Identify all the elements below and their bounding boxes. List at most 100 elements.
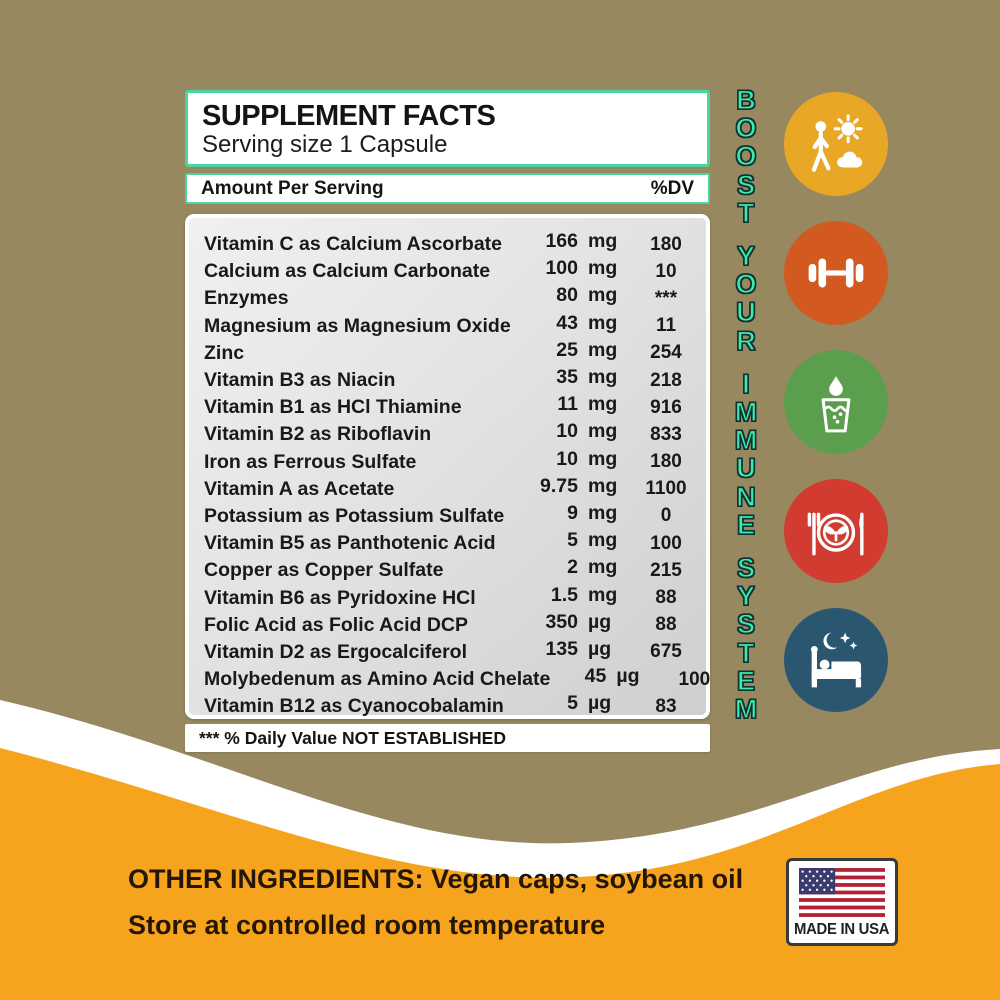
dumbbell-icon xyxy=(784,221,888,325)
healthy-meal-icon xyxy=(784,479,888,583)
ingredient-unit: mg xyxy=(588,501,618,524)
made-in-usa-badge: MADE IN USA xyxy=(786,858,898,946)
table-row: Vitamin B5 as Panthotenic Acid 5 mg 100 xyxy=(204,529,698,557)
other-ingredients-block: OTHER INGREDIENTS: Vegan caps, soybean o… xyxy=(128,866,743,939)
facts-table-body: Vitamin C as Calcium Ascorbate 166 mg 18… xyxy=(185,214,710,719)
ingredient-unit: µg xyxy=(616,665,640,688)
ingredient-name: Magnesium as Magnesium Oxide xyxy=(204,314,511,337)
ingredient-unit: µg xyxy=(588,637,612,660)
ingredient-amount: 5 xyxy=(567,692,578,715)
ingredient-name: Vitamin D2 as Ergocalciferol xyxy=(204,640,467,663)
ingredient-amount: 80 xyxy=(556,284,578,307)
dv-column-header: %DV xyxy=(650,177,694,199)
ingredient-dv: 88 xyxy=(655,587,677,609)
ingredient-unit: µg xyxy=(588,610,612,633)
ingredient-amount: 2 xyxy=(567,556,578,579)
ingredient-dv: 833 xyxy=(650,423,682,445)
ingredient-amount: 10 xyxy=(556,420,578,443)
ingredient-name: Vitamin B12 as Cyanocobalamin xyxy=(204,695,504,718)
amount-per-serving-bar: Amount Per Serving %DV xyxy=(185,173,710,204)
ingredient-unit: mg xyxy=(588,420,618,443)
ingredient-dv: 675 xyxy=(650,641,682,663)
ingredient-dv: 180 xyxy=(650,451,682,473)
ingredient-unit: mg xyxy=(588,474,618,497)
facts-title: SUPPLEMENT FACTS xyxy=(202,100,496,132)
sleep-bed-icon xyxy=(784,608,888,712)
ingredient-amount: 100 xyxy=(545,257,578,280)
ingredient-name: Molybedenum as Amino Acid Chelate xyxy=(204,668,551,691)
table-row: Vitamin B6 as Pyridoxine HCl 1.5 mg 88 xyxy=(204,584,698,611)
ingredient-name: Zinc xyxy=(204,341,245,364)
storage-instructions: Store at controlled room temperature xyxy=(128,910,606,940)
table-row: Zinc 25 mg 254 xyxy=(204,338,698,367)
ingredient-name: Vitamin B6 as Pyridoxine HCl xyxy=(204,586,476,609)
ingredient-amount: 35 xyxy=(556,366,578,389)
ingredient-amount: 10 xyxy=(556,447,578,470)
other-ingredients-text: OTHER INGREDIENTS: Vegan caps, soybean o… xyxy=(128,864,744,894)
table-row: Enzymes 80 mg *** xyxy=(204,284,698,312)
ingredient-dv: 11 xyxy=(655,315,677,337)
ingredient-name: Vitamin B1 as HCl Thiamine xyxy=(204,396,462,419)
made-in-usa-text: MADE IN USA xyxy=(794,921,890,938)
table-row: Vitamin B12 as Cyanocobalamin 5 µg 83 xyxy=(204,692,698,720)
ingredient-amount: 166 xyxy=(545,230,578,253)
table-row: Calcium as Calcium Carbonate 100 mg 10 xyxy=(204,257,698,285)
ingredient-amount: 135 xyxy=(545,637,578,660)
ingredient-dv: 100 xyxy=(650,532,682,554)
table-row: Folic Acid as Folic Acid DCP 350 µg 88 xyxy=(204,610,698,639)
ingredient-name: Enzymes xyxy=(204,287,289,310)
ingredient-name: Vitamin C as Calcium Ascorbate xyxy=(204,233,503,256)
amount-per-serving-label: Amount Per Serving xyxy=(201,177,384,199)
water-glass-icon xyxy=(784,350,888,454)
ingredient-name: Folic Acid as Folic Acid DCP xyxy=(204,613,469,636)
ingredient-amount: 25 xyxy=(556,338,578,361)
ingredient-unit: mg xyxy=(588,257,618,280)
ingredient-amount: 43 xyxy=(556,311,578,334)
ingredient-unit: mg xyxy=(588,230,618,253)
table-row: Vitamin B3 as Niacin 35 mg 218 xyxy=(204,366,698,394)
ingredient-name: Potassium as Potassium Sulfate xyxy=(204,504,505,527)
benefit-icons-column xyxy=(784,92,890,744)
ingredient-unit: µg xyxy=(588,692,612,715)
ingredient-unit: mg xyxy=(588,529,618,552)
ingredient-unit: mg xyxy=(588,556,618,579)
facts-header-box: SUPPLEMENT FACTS Serving size 1 Capsule xyxy=(185,90,710,167)
ingredient-dv: 83 xyxy=(655,695,677,717)
ingredient-dv: 10 xyxy=(655,260,677,282)
ingredient-amount: 1.5 xyxy=(550,583,578,606)
ingredient-dv: 88 xyxy=(655,614,677,636)
ingredient-unit: mg xyxy=(588,447,618,470)
table-row: Vitamin B1 as HCl Thiamine 11 mg 916 xyxy=(204,393,698,421)
supplement-facts-panel: SUPPLEMENT FACTS Serving size 1 Capsule … xyxy=(185,90,710,752)
table-row: Potassium as Potassium Sulfate 9 mg 0 xyxy=(204,501,698,530)
ingredient-unit: mg xyxy=(588,311,618,334)
ingredient-dv: 215 xyxy=(650,559,682,581)
ingredient-name: Vitamin B3 as Niacin xyxy=(204,369,396,392)
ingredient-unit: mg xyxy=(588,338,618,361)
ingredient-unit: mg xyxy=(588,284,618,307)
table-row: Molybedenum as Amino Acid Chelate 45 µg … xyxy=(204,665,710,693)
table-row: Magnesium as Magnesium Oxide 43 mg 11 xyxy=(204,311,698,340)
table-row: Vitamin B2 as Riboflavin 10 mg 833 xyxy=(204,420,698,448)
ingredient-amount: 9.75 xyxy=(540,474,578,497)
ingredient-amount: 350 xyxy=(545,610,578,633)
ingredient-dv: 1100 xyxy=(645,478,687,500)
table-row: Vitamin A as Acetate 9.75 mg 1100 xyxy=(204,474,698,503)
serving-size: Serving size 1 Capsule xyxy=(202,131,448,159)
ingredient-unit: mg xyxy=(588,583,618,606)
ingredient-name: Copper as Copper Sulfate xyxy=(204,559,444,582)
ingredient-amount: 5 xyxy=(567,529,578,552)
ingredient-name: Calcium as Calcium Carbonate xyxy=(204,260,491,283)
dv-footnote: *** % Daily Value NOT ESTABLISHED xyxy=(199,727,506,748)
table-row: Copper as Copper Sulfate 2 mg 215 xyxy=(204,556,698,584)
table-row: Vitamin D2 as Ergocalciferol 135 µg 675 xyxy=(204,637,698,666)
table-row: Iron as Ferrous Sulfate 10 mg 180 xyxy=(204,447,698,476)
ingredient-unit: mg xyxy=(588,366,618,389)
ingredient-amount: 9 xyxy=(567,501,578,524)
ingredient-dv: 218 xyxy=(650,369,682,391)
ingredient-dv: 916 xyxy=(650,396,682,418)
ingredient-dv: *** xyxy=(654,287,678,309)
